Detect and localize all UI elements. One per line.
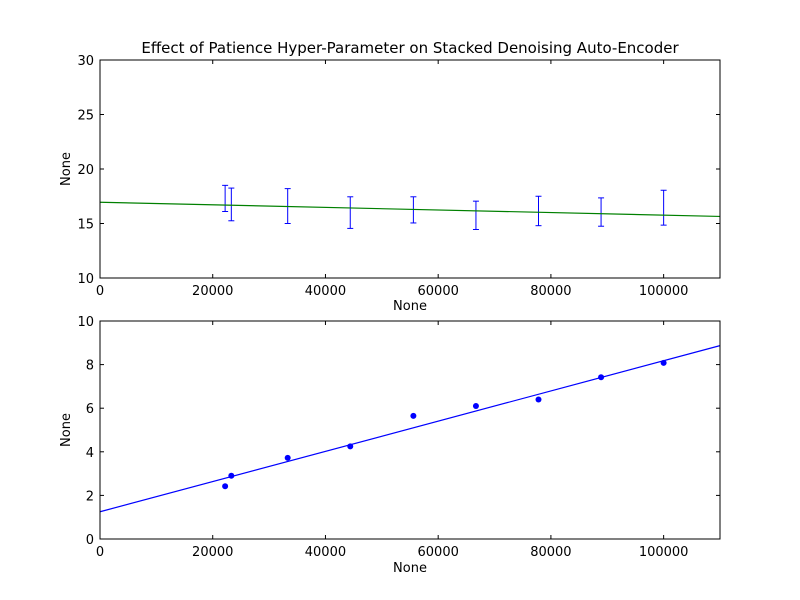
bottom-x-axis-label: None [393,561,427,576]
fit-line [99,201,721,218]
bottom-axis-ticks: 0 20000 40000 60000 80000 100000 0 2 4 6 8 10 [77,315,720,560]
y-tick-label: 0 [86,533,94,548]
x-tick-label: 20000 [192,284,233,299]
y-tick-label: 25 [77,109,94,124]
y-tick-label: 4 [86,446,94,461]
error-bar [228,187,235,222]
x-tick-label: 100000 [639,545,689,560]
y-tick-label: 10 [77,315,94,330]
top-axis-ticks: 0 20000 40000 60000 80000 100000 10 15 20 25 30 [77,54,720,299]
top-plot-frame [99,59,721,279]
scatter-point [410,412,417,419]
y-tick-label: 2 [86,489,94,504]
x-tick-label: 40000 [305,545,346,560]
y-tick-label: 6 [86,402,94,417]
y-tick-label: 10 [77,272,94,287]
scatter-point [222,483,229,490]
error-bar [598,197,605,227]
top-plot-marks [99,184,721,230]
bottom-plot-marks [99,345,721,513]
x-tick-label: 0 [96,545,104,560]
x-tick-label: 60000 [418,545,459,560]
chart-title: Effect of Patience Hyper-Parameter on St… [141,39,679,57]
scatter-point [535,396,542,403]
top-x-axis-label: None [393,299,427,314]
scatter-point [284,454,291,461]
top-subplot: 0 20000 40000 60000 80000 100000 10 15 20 25 30 No… [59,54,721,314]
error-bar [660,189,667,226]
scatter-point [472,403,479,410]
y-tick-label: 30 [77,54,94,69]
error-bar [347,196,354,229]
y-tick-label: 8 [86,359,94,374]
x-tick-label: 0 [96,284,104,299]
error-bar [472,200,479,230]
x-tick-label: 100000 [639,284,689,299]
error-bar [222,184,229,213]
x-tick-label: 80000 [530,545,571,560]
fit-line [99,345,721,513]
x-tick-label: 60000 [418,284,459,299]
bottom-y-axis-label: None [59,413,74,447]
x-tick-label: 80000 [530,284,571,299]
error-bar [535,195,542,227]
x-tick-label: 20000 [192,545,233,560]
bottom-plot-frame [99,320,721,540]
y-tick-label: 15 [77,218,94,233]
x-tick-label: 40000 [305,284,346,299]
top-y-axis-label: None [59,152,74,186]
y-tick-label: 20 [77,163,94,178]
